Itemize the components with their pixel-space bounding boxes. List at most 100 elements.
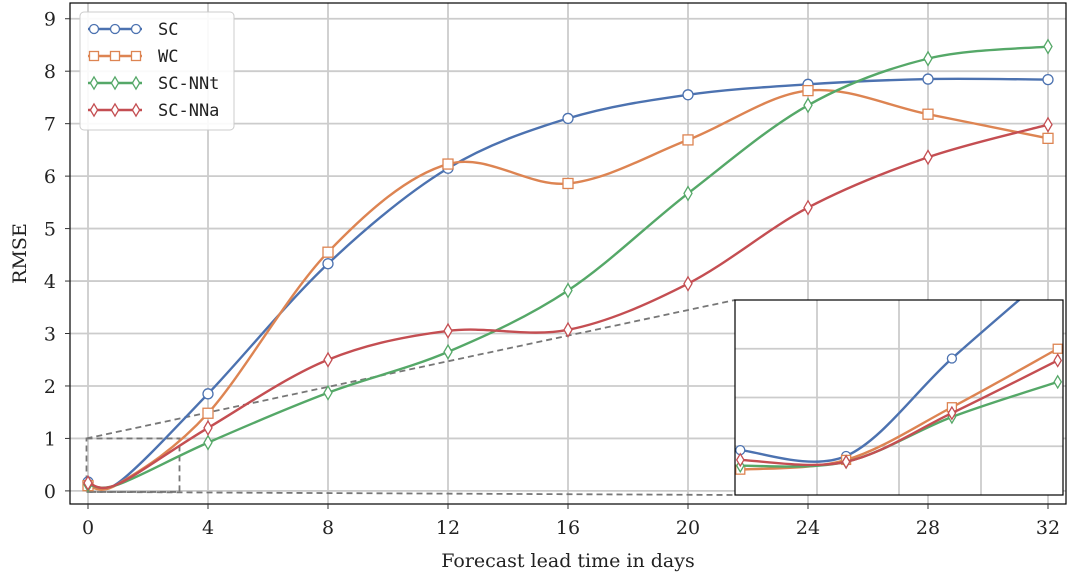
legend-item-sc-nna: SC-NNa	[88, 101, 219, 121]
legend-marker	[130, 50, 142, 62]
data-point	[202, 407, 214, 419]
data-point	[923, 149, 933, 166]
inset-frame	[734, 299, 1064, 496]
data-point	[923, 50, 933, 67]
legend-label: SC-NNa	[158, 101, 219, 121]
y-tick-label: 2	[44, 376, 56, 398]
data-point	[443, 322, 453, 339]
inset-data-point	[947, 405, 957, 421]
data-point	[802, 84, 814, 97]
inset-zoom-panel	[734, 262, 1064, 496]
data-point	[1042, 132, 1054, 144]
y-tick-label: 3	[44, 324, 56, 346]
legend-marker	[131, 75, 141, 91]
data-point	[682, 89, 694, 101]
series-sc-nna	[83, 116, 1053, 492]
x-tick-label: 8	[322, 517, 334, 539]
legend-marker	[89, 102, 99, 118]
inset-series-line	[740, 359, 1059, 467]
inset-data-point	[1052, 343, 1063, 354]
data-point	[683, 275, 693, 292]
y-axis-label: RMSE	[9, 223, 31, 284]
data-point	[203, 419, 213, 436]
legend-marker	[89, 75, 99, 91]
x-tick-label: 12	[436, 517, 460, 539]
y-tick-label: 8	[44, 61, 56, 83]
legend-label: WC	[158, 47, 178, 67]
series-line	[87, 123, 1049, 490]
series-line	[87, 88, 1049, 491]
series-sc-nnt	[83, 38, 1053, 493]
data-point	[1043, 38, 1053, 55]
data-point	[922, 73, 934, 85]
data-point	[323, 351, 333, 368]
data-point	[1042, 73, 1054, 86]
legend-label: SC-NNt	[158, 74, 219, 94]
data-point	[922, 108, 934, 120]
inset-series-line	[740, 347, 1059, 471]
inset-data-point	[946, 353, 958, 364]
data-point	[682, 134, 694, 146]
data-point	[83, 474, 93, 492]
data-point	[322, 246, 334, 258]
y-tick-label: 0	[44, 481, 56, 503]
y-tick-label: 5	[44, 219, 56, 241]
legend-marker	[88, 50, 100, 62]
x-tick-label: 28	[916, 517, 940, 539]
data-point	[323, 384, 333, 401]
legend-marker	[109, 23, 121, 35]
data-point	[563, 282, 573, 299]
x-tick-label: 0	[82, 517, 94, 539]
y-tick-label: 4	[44, 271, 56, 293]
y-tick-label: 9	[44, 9, 56, 31]
legend-label: SC	[158, 20, 178, 40]
data-point	[202, 388, 214, 400]
legend-item-sc: SC	[88, 20, 178, 40]
data-point	[443, 343, 453, 360]
inset-data-point	[1053, 374, 1063, 390]
inset-data-point	[841, 454, 851, 470]
legend: SC WC SC-NNt SC-NNa	[79, 11, 235, 131]
y-tick-label: 1	[44, 428, 56, 450]
data-point	[803, 97, 813, 114]
data-point	[683, 185, 693, 202]
legend-marker	[110, 102, 120, 118]
legend-marker	[130, 23, 142, 35]
zoom-region-box	[85, 437, 181, 493]
legend-marker	[88, 23, 100, 35]
x-tick-label: 32	[1036, 517, 1060, 539]
data-point	[442, 158, 454, 170]
data-point	[203, 434, 213, 451]
inset-data-point	[735, 452, 745, 468]
legend-marker	[109, 50, 121, 62]
inset-data-point	[1053, 262, 1062, 271]
series-line	[87, 45, 1049, 489]
x-axis-label: Forecast lead time in days	[441, 550, 695, 572]
x-tick-label: 16	[556, 517, 580, 539]
zoom-connector-bottom	[86, 491, 736, 496]
data-point	[322, 258, 334, 270]
legend-marker	[110, 75, 120, 91]
legend-marker	[131, 102, 141, 118]
x-tick-label: 4	[202, 517, 214, 539]
data-point	[1043, 116, 1053, 133]
inset-series-sc-nna	[735, 353, 1063, 470]
legend-item-sc-nnt: SC-NNt	[88, 74, 219, 94]
data-point	[562, 177, 574, 190]
inset-series-line	[740, 300, 1021, 463]
x-tick-label: 24	[796, 517, 820, 539]
data-point	[803, 199, 813, 216]
series-lines	[82, 38, 1054, 493]
y-tick-label: 6	[44, 166, 56, 188]
inset-data-point	[1053, 353, 1063, 368]
zoom-connector-top	[86, 299, 736, 440]
x-tick-label: 20	[676, 517, 700, 539]
legend-box	[79, 11, 235, 131]
y-tick-label: 7	[44, 114, 56, 136]
data-point	[563, 321, 573, 338]
data-point	[562, 112, 574, 125]
zoom-indicator	[85, 299, 736, 496]
legend-item-wc: WC	[88, 47, 178, 67]
